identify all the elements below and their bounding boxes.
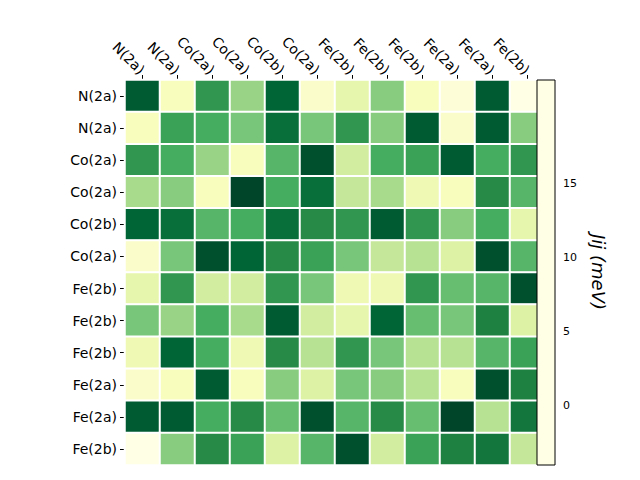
svg-text:Co(2b): Co(2b) — [244, 33, 289, 78]
svg-text:Co(2a): Co(2a) — [70, 184, 117, 200]
svg-text:Fe(2b): Fe(2b) — [72, 441, 117, 457]
svg-text:Fe(2b): Fe(2b) — [72, 281, 117, 297]
svg-text:Co(2a): Co(2a) — [174, 33, 218, 77]
svg-text:Co(2a): Co(2a) — [70, 152, 117, 168]
svg-text:N(2a): N(2a) — [78, 88, 117, 104]
svg-text:N(2a): N(2a) — [78, 120, 117, 136]
svg-text:Co(2a): Co(2a) — [279, 33, 323, 77]
svg-text:Co(2a): Co(2a) — [209, 33, 253, 77]
svg-text:Fe(2b): Fe(2b) — [315, 35, 358, 78]
svg-text:Fe(2a): Fe(2a) — [421, 35, 464, 78]
svg-text:Jij (meV): Jij (meV) — [588, 231, 609, 310]
svg-text:N(2a): N(2a) — [109, 39, 148, 78]
svg-text:Fe(2a): Fe(2a) — [73, 377, 117, 393]
svg-text:Fe(2a): Fe(2a) — [73, 409, 117, 425]
svg-text:Fe(2a): Fe(2a) — [456, 35, 499, 78]
svg-text:Fe(2b): Fe(2b) — [350, 35, 393, 78]
svg-text:Fe(2b): Fe(2b) — [72, 313, 117, 329]
svg-text:10: 10 — [563, 251, 577, 264]
svg-text:0: 0 — [563, 399, 570, 412]
svg-text:15: 15 — [563, 177, 577, 190]
svg-text:N(2a): N(2a) — [144, 38, 184, 78]
svg-text:5: 5 — [563, 325, 570, 338]
svg-text:Fe(2b): Fe(2b) — [490, 35, 533, 78]
svg-text:Co(2a): Co(2a) — [70, 248, 117, 264]
svg-text:Fe(2b): Fe(2b) — [72, 345, 117, 361]
svg-text:Co(2b): Co(2b) — [70, 216, 117, 232]
svg-text:Fe(2b): Fe(2b) — [385, 35, 428, 78]
